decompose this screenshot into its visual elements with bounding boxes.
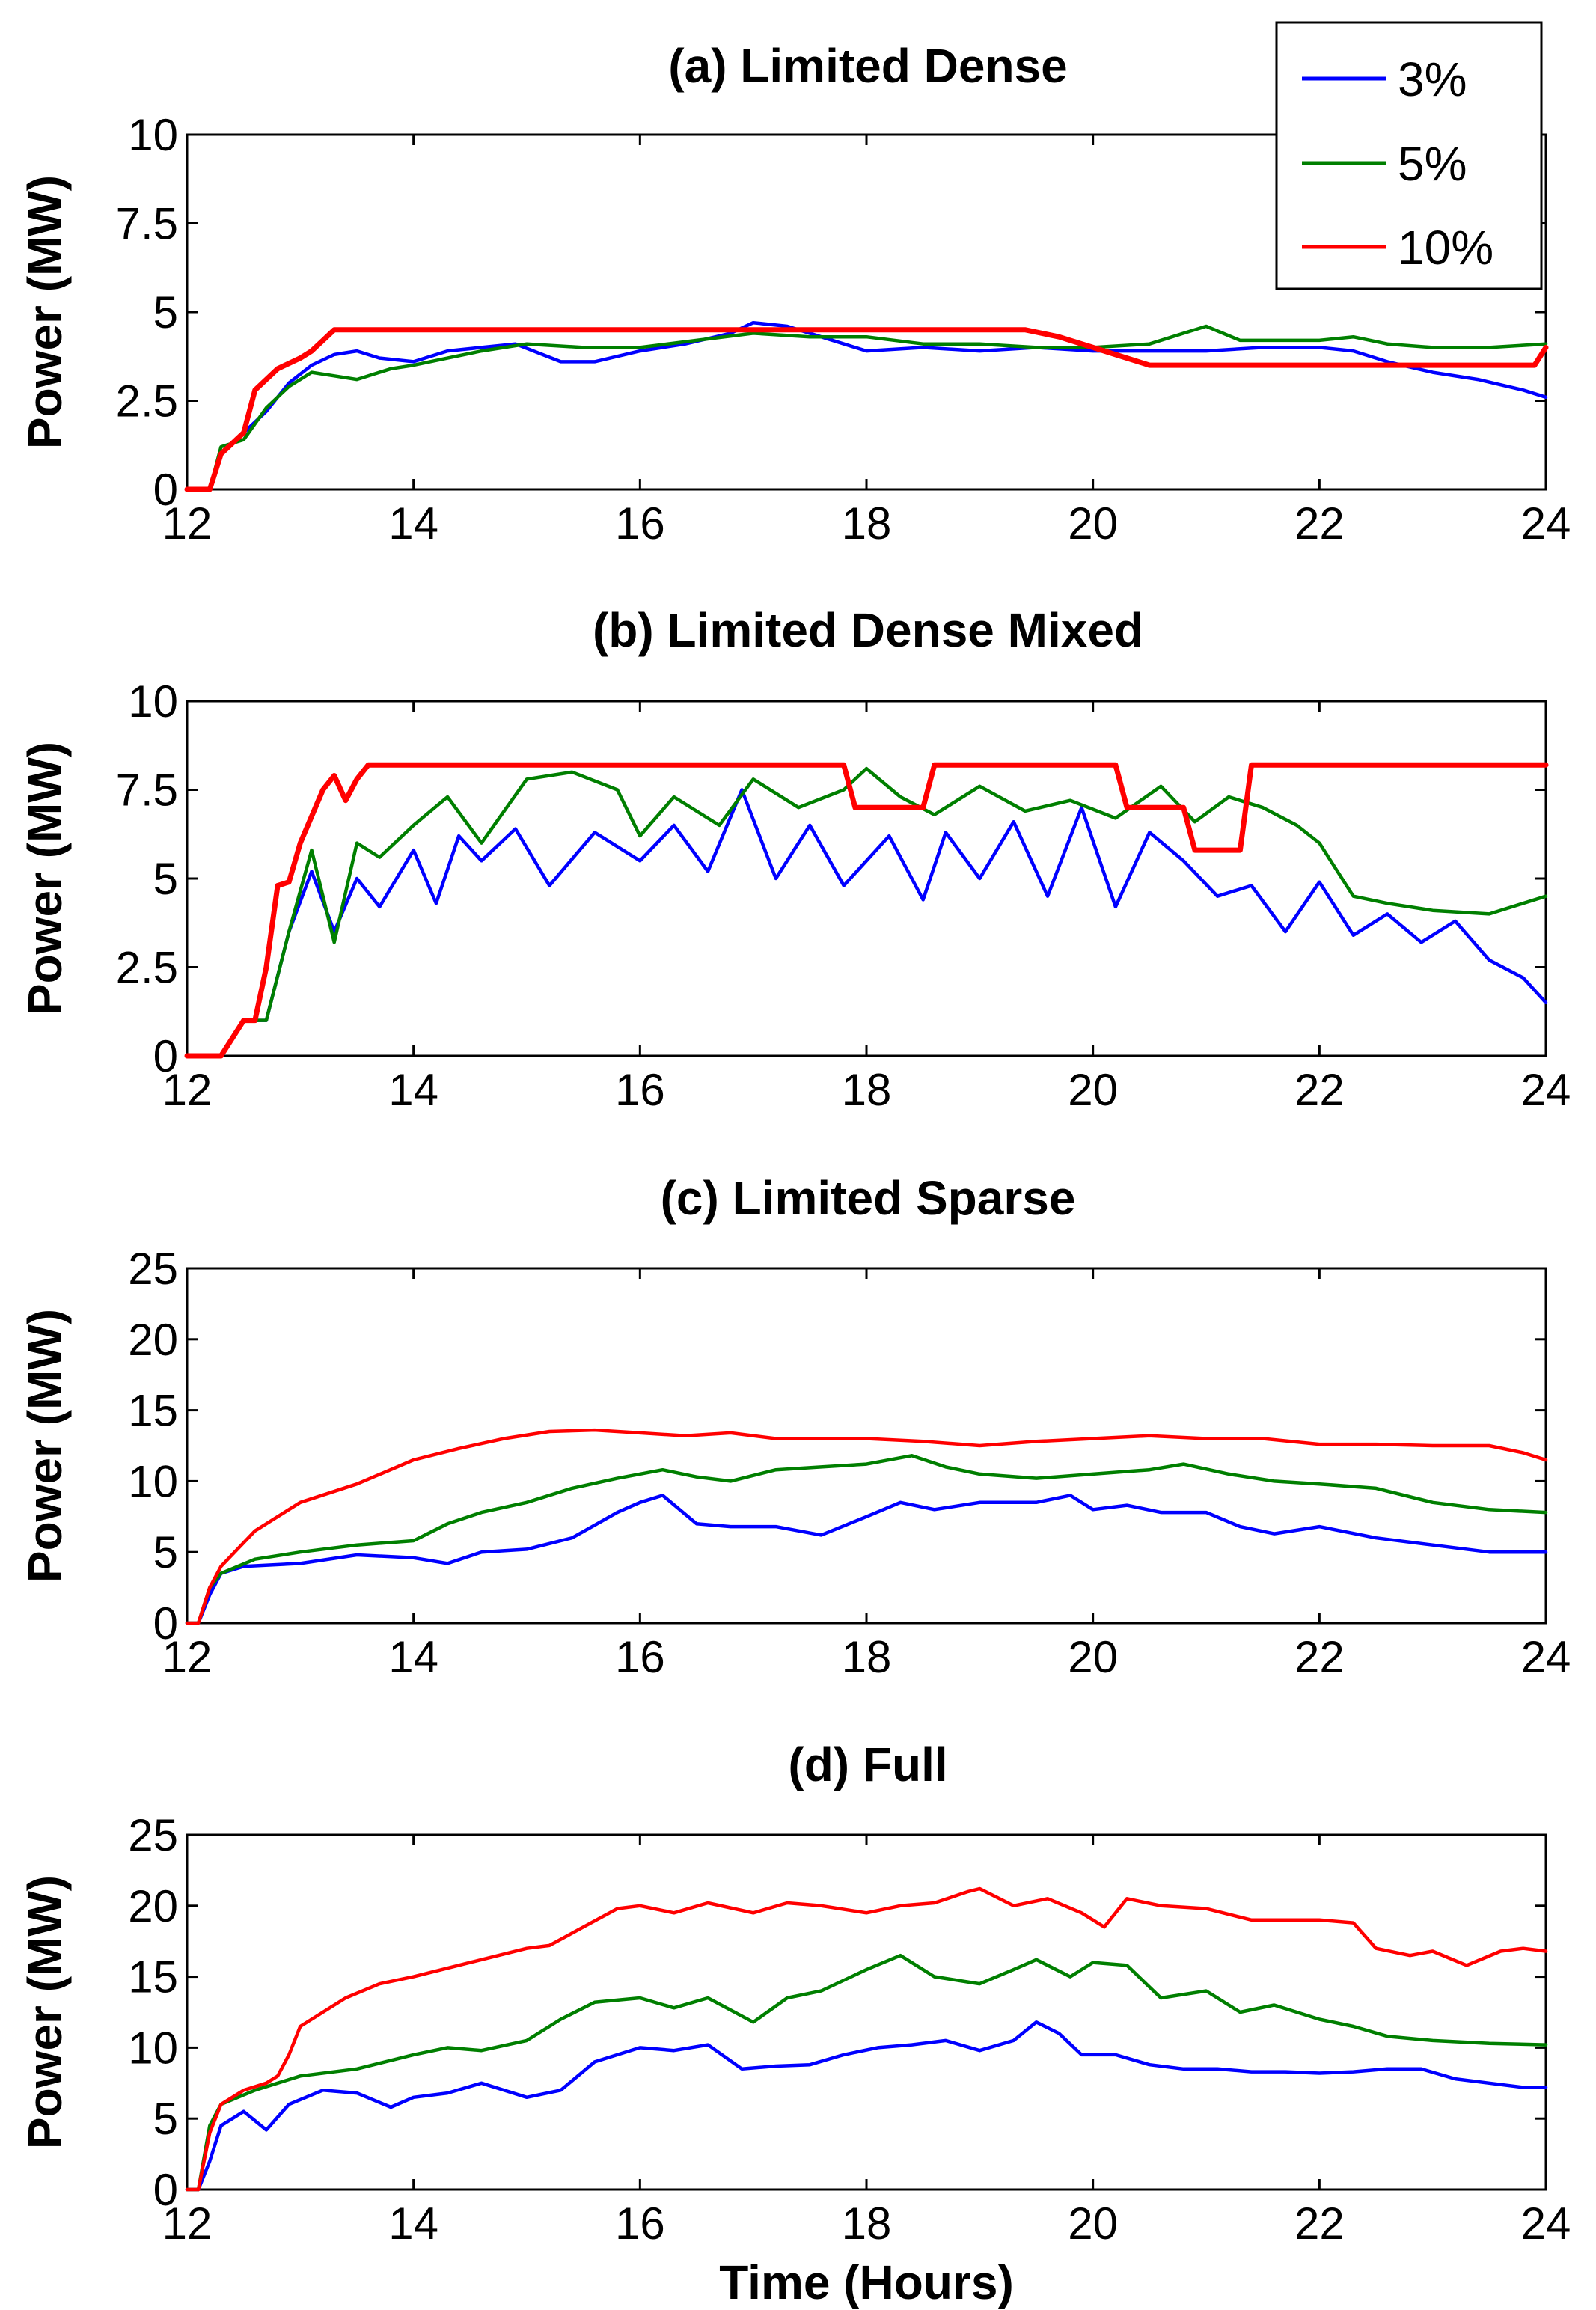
panel-d-xtick-label: 16: [615, 2199, 665, 2249]
panel-b-ytick-label: 7.5: [116, 766, 178, 816]
panel-a-ticks: 12 14 16 18 20 22 24 0 2.5 5 7.5 10: [116, 110, 1571, 549]
panel-b-xtick-label: 24: [1521, 1065, 1571, 1115]
panel-d-frame: [186, 1833, 1547, 2191]
panel-c-xtick-label: 16: [615, 1632, 665, 1682]
panel-c-series: [185, 1428, 1548, 1625]
panel-a-series: [184, 320, 1549, 492]
panel-d-xlabel: Time (Hours): [719, 2255, 1014, 2309]
panel-a-xtick-label: 18: [842, 498, 892, 549]
panel-b-series-3pct: [185, 788, 1548, 1058]
panel-b-xtick-label: 22: [1294, 1065, 1345, 1115]
panel-d-series-10pct: [185, 1886, 1548, 2192]
panel-c-xtick-label: 12: [162, 1632, 213, 1682]
panel-d-ytick-label: 5: [153, 2094, 178, 2144]
panel-a-ytick-label: 5: [153, 287, 178, 337]
panel-b-ytick-label: 2.5: [116, 943, 178, 993]
panel-c-ylabel: Power (MW): [18, 1309, 72, 1583]
panel-c-ytick-label: 10: [128, 1456, 178, 1506]
panel-d-xtick-label: 24: [1521, 2199, 1571, 2249]
panel-d: (d) Full Power (MW) 12 14 16 18 20 22 24 0 5 10 15…: [18, 1738, 1571, 2309]
panel-c-xtick-label: 14: [388, 1632, 438, 1682]
panel-b-frame: [186, 700, 1547, 1057]
panel-d-xtick-label: 12: [162, 2199, 213, 2249]
panel-c: (c) Limited Sparse Power (MW) 12 14 16 18 20…: [18, 1171, 1571, 1682]
panel-c-ytick-label: 20: [128, 1315, 178, 1365]
panel-d-ytick-label: 0: [153, 2165, 178, 2215]
panel-d-series-3pct: [185, 2020, 1548, 2192]
panel-c-title: (c) Limited Sparse: [661, 1171, 1076, 1225]
panel-a-xtick-label: 20: [1068, 498, 1118, 549]
panel-d-xtick-label: 18: [842, 2199, 892, 2249]
panel-a-ytick-label: 0: [153, 465, 178, 515]
panel-a-title: (a) Limited Dense: [668, 39, 1067, 93]
panel-b: (b) Limited Dense Mixed Power (MW) 12 14 1…: [18, 603, 1571, 1115]
legend-label-5pct: 5%: [1398, 137, 1467, 191]
panel-a-xtick-label: 12: [162, 498, 213, 549]
panel-b-series-5pct: [185, 766, 1548, 1058]
panel-a-ytick-label: 2.5: [116, 376, 178, 427]
panel-d-ytick-label: 20: [128, 1881, 178, 1931]
legend-box: [1275, 21, 1543, 290]
panel-a-ytick-label: 10: [128, 110, 178, 160]
panel-d-title: (d) Full: [788, 1738, 947, 1791]
panel-d-xtick-label: 20: [1068, 2199, 1118, 2249]
panel-b-xtick-label: 16: [615, 1065, 665, 1115]
panel-c-xtick-label: 20: [1068, 1632, 1118, 1682]
panel-c-series-5pct: [185, 1454, 1548, 1625]
panel-c-ytick-label: 0: [153, 1598, 178, 1649]
legend: 3% 5% 10%: [1275, 21, 1543, 290]
panel-c-series-3pct: [185, 1494, 1548, 1625]
panel-a-xtick-label: 14: [388, 498, 438, 549]
panel-c-series-10pct: [185, 1428, 1548, 1625]
panel-d-ytick-label: 15: [128, 1952, 178, 2002]
legend-label-3pct: 3%: [1398, 52, 1467, 106]
panel-c-ytick-label: 25: [128, 1244, 178, 1294]
panel-c-ytick-label: 5: [153, 1527, 178, 1577]
panel-b-xtick-label: 20: [1068, 1065, 1118, 1115]
panel-a-xtick-label: 24: [1521, 498, 1571, 549]
panel-b-ytick-label: 5: [153, 854, 178, 904]
panel-a-xtick-label: 16: [615, 498, 665, 549]
panel-d-ytick-label: 25: [128, 1810, 178, 1860]
panel-d-xtick-label: 22: [1294, 2199, 1345, 2249]
panel-b-series-10pct: [184, 762, 1549, 1059]
panel-d-series: [185, 1886, 1548, 2192]
panel-b-ylabel: Power (MW): [18, 742, 72, 1015]
panel-a-xtick-label: 22: [1294, 498, 1345, 549]
panel-c-xtick-label: 24: [1521, 1632, 1571, 1682]
panel-b-ytick-label: 10: [128, 676, 178, 727]
panel-a-series-10pct: [184, 327, 1549, 492]
panel-d-xtick-label: 14: [388, 2199, 438, 2249]
panel-b-ytick-label: 0: [153, 1031, 178, 1081]
panel-b-xtick-label: 14: [388, 1065, 438, 1115]
panel-c-xtick-label: 18: [842, 1632, 892, 1682]
panel-b-xtick-label: 12: [162, 1065, 213, 1115]
panel-d-ylabel: Power (MW): [18, 1875, 72, 2149]
panel-d-ticks: 12 14 16 18 20 22 24 0 5 10 15 20 25: [128, 1810, 1571, 2249]
panel-d-ytick-label: 10: [128, 2023, 178, 2073]
panel-b-ticks: 12 14 16 18 20 22 24 0 2.5 5 7.5 10: [116, 676, 1571, 1115]
legend-label-10pct: 10%: [1398, 221, 1493, 275]
panel-b-series: [184, 762, 1549, 1059]
panel-a-ylabel: Power (MW): [18, 175, 72, 449]
panel-a-series-3pct: [185, 320, 1548, 492]
panel-a-series-5pct: [185, 324, 1548, 492]
panel-b-xtick-label: 18: [842, 1065, 892, 1115]
panel-c-ytick-label: 15: [128, 1386, 178, 1436]
panel-b-title: (b) Limited Dense Mixed: [593, 603, 1143, 657]
panel-c-ticks: 12 14 16 18 20 22 24 0 5 10 15 20 25: [128, 1244, 1571, 1682]
panel-a-ytick-label: 7.5: [116, 199, 178, 249]
panel-d-series-5pct: [185, 1953, 1548, 2192]
panel-c-xtick-label: 22: [1294, 1632, 1345, 1682]
